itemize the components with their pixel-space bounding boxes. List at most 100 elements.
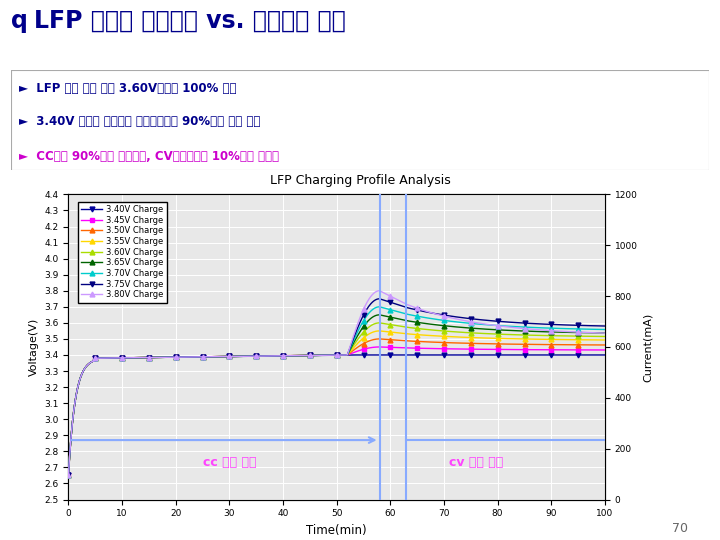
- X-axis label: Time(min): Time(min): [306, 524, 367, 537]
- 3.75V Charge: [310, 352, 319, 359]
- 3.45V Charge: [91, 355, 100, 361]
- 3.40V Charge: [325, 352, 333, 359]
- 3.65V Charge: [310, 352, 319, 359]
- 3.45V Charge: [64, 472, 73, 478]
- Text: LFP 배터리 충전전압 vs. 충전효율 분석: LFP 배터리 충전전압 vs. 충전효율 분석: [34, 9, 346, 32]
- Y-axis label: Voltage(V): Voltage(V): [29, 318, 39, 376]
- 3.45V Charge: [585, 347, 594, 353]
- 3.80V Charge: [325, 352, 333, 359]
- 3.55V Charge: [325, 352, 333, 359]
- 3.80V Charge: [487, 322, 495, 328]
- 3.80V Charge: [375, 287, 384, 294]
- Line: 3.65V Charge: 3.65V Charge: [66, 313, 607, 478]
- 3.60V Charge: [310, 352, 319, 359]
- 3.65V Charge: [375, 312, 384, 318]
- 3.55V Charge: [375, 328, 384, 334]
- 3.80V Charge: [600, 330, 609, 336]
- 3.50V Charge: [585, 342, 593, 348]
- 3.80V Charge: [91, 355, 100, 361]
- 3.50V Charge: [487, 341, 495, 347]
- Text: LFP Charging Profile Analysis: LFP Charging Profile Analysis: [269, 174, 451, 187]
- 3.70V Charge: [600, 326, 609, 333]
- Line: 3.55V Charge: 3.55V Charge: [66, 328, 607, 478]
- 3.60V Charge: [487, 330, 495, 337]
- Line: 3.40V Charge: 3.40V Charge: [66, 353, 607, 478]
- 3.80V Charge: [585, 329, 594, 336]
- 3.75V Charge: [487, 318, 495, 324]
- Line: 3.80V Charge: 3.80V Charge: [66, 288, 607, 478]
- 3.65V Charge: [600, 330, 609, 336]
- Legend: 3.40V Charge, 3.45V Charge, 3.50V Charge, 3.55V Charge, 3.60V Charge, 3.65V Char: 3.40V Charge, 3.45V Charge, 3.50V Charge…: [78, 201, 167, 302]
- 3.75V Charge: [64, 472, 73, 478]
- 3.55V Charge: [585, 336, 593, 343]
- 3.70V Charge: [325, 352, 333, 359]
- 3.40V Charge: [91, 355, 100, 361]
- 3.70V Charge: [375, 303, 384, 310]
- 3.60V Charge: [375, 320, 384, 326]
- 3.75V Charge: [375, 295, 384, 302]
- 3.40V Charge: [585, 352, 594, 358]
- 3.40V Charge: [487, 352, 495, 358]
- 3.40V Charge: [343, 352, 352, 358]
- 3.50V Charge: [375, 336, 384, 342]
- Text: q: q: [11, 9, 36, 32]
- 3.65V Charge: [585, 329, 594, 336]
- 3.40V Charge: [600, 352, 609, 358]
- 3.50V Charge: [91, 355, 100, 361]
- 3.60V Charge: [585, 333, 593, 340]
- 3.75V Charge: [585, 322, 593, 329]
- Line: 3.50V Charge: 3.50V Charge: [66, 336, 607, 478]
- 3.75V Charge: [585, 322, 594, 329]
- 3.55V Charge: [600, 337, 609, 343]
- 3.45V Charge: [310, 352, 319, 359]
- 3.70V Charge: [64, 472, 73, 478]
- Line: 3.75V Charge: 3.75V Charge: [66, 296, 607, 478]
- 3.50V Charge: [585, 342, 594, 348]
- 3.75V Charge: [600, 323, 609, 329]
- 3.65V Charge: [585, 329, 593, 336]
- Text: ►  3.40V 충전시 기준전압 충전용량대비 90%이상 충전 가능: ► 3.40V 충전시 기준전압 충전용량대비 90%이상 충전 가능: [19, 115, 261, 128]
- 3.40V Charge: [64, 472, 73, 478]
- Line: 3.60V Charge: 3.60V Charge: [66, 320, 607, 478]
- 3.65V Charge: [91, 355, 100, 361]
- Text: ►  LFP 기준 충전 전압 3.60V충전을 100% 설정: ► LFP 기준 충전 전압 3.60V충전을 100% 설정: [19, 82, 237, 95]
- 3.80V Charge: [310, 352, 319, 359]
- 3.55V Charge: [91, 355, 100, 361]
- 3.55V Charge: [64, 472, 73, 478]
- 3.50V Charge: [310, 352, 319, 359]
- 3.45V Charge: [325, 352, 333, 359]
- 3.70V Charge: [487, 322, 495, 328]
- 3.45V Charge: [375, 344, 384, 350]
- 3.60V Charge: [91, 355, 100, 361]
- 3.70V Charge: [585, 326, 594, 333]
- 3.40V Charge: [585, 352, 593, 358]
- 3.45V Charge: [487, 346, 495, 353]
- 3.50V Charge: [64, 472, 73, 478]
- 3.65V Charge: [325, 352, 333, 359]
- 3.80V Charge: [64, 472, 73, 478]
- 3.45V Charge: [600, 347, 609, 353]
- 3.75V Charge: [91, 355, 100, 361]
- 3.70V Charge: [91, 355, 100, 361]
- Line: 3.70V Charge: 3.70V Charge: [66, 305, 607, 478]
- 3.60V Charge: [325, 352, 333, 359]
- Line: 3.45V Charge: 3.45V Charge: [66, 345, 607, 478]
- 3.65V Charge: [64, 472, 73, 478]
- 3.50V Charge: [600, 342, 609, 348]
- 3.65V Charge: [487, 326, 495, 333]
- 3.60V Charge: [585, 333, 594, 340]
- 3.70V Charge: [585, 326, 593, 333]
- 3.40V Charge: [310, 352, 319, 359]
- 3.80V Charge: [585, 329, 593, 336]
- 3.60V Charge: [600, 333, 609, 340]
- 3.75V Charge: [325, 352, 333, 359]
- Text: 70: 70: [672, 522, 688, 535]
- 3.50V Charge: [325, 352, 333, 359]
- 3.60V Charge: [64, 472, 73, 478]
- 3.55V Charge: [585, 336, 594, 343]
- 3.45V Charge: [585, 347, 593, 353]
- Text: cc 충전 구간: cc 충전 구간: [202, 456, 256, 469]
- 3.55V Charge: [487, 335, 495, 341]
- Y-axis label: Current(mA): Current(mA): [643, 312, 653, 382]
- Text: cv 충전 구간: cv 충전 구간: [449, 456, 503, 469]
